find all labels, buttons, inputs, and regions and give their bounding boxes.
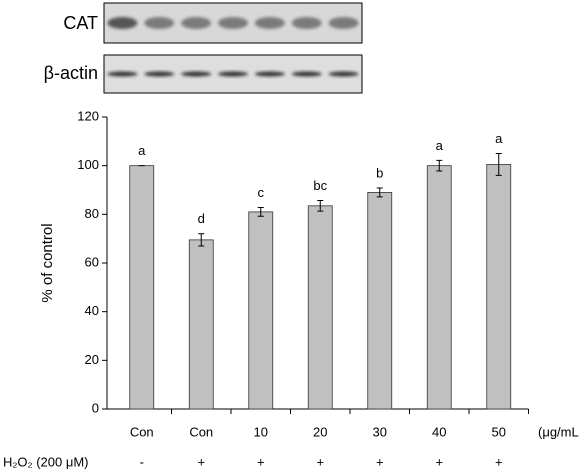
figure: CAT β-actin % of control H₂O₂ (200 μM) (… [0, 0, 579, 476]
blot-band [255, 17, 285, 29]
bar [189, 240, 213, 409]
bar [249, 212, 273, 409]
y-tick-label: 0 [92, 400, 99, 415]
blot-label: β-actin [44, 63, 98, 83]
treatment-sign: + [495, 454, 503, 469]
bar [308, 206, 332, 409]
blot-band [292, 17, 322, 29]
x-tick-label: Con [130, 424, 154, 439]
significance-letter: a [138, 143, 146, 158]
blot-band [255, 72, 285, 77]
blot-band [144, 72, 174, 77]
x-tick-label: 30 [373, 424, 387, 439]
bar [487, 164, 511, 409]
y-axis-label: % of control [39, 223, 56, 302]
blot-band [107, 17, 137, 29]
significance-letter: bc [313, 178, 327, 193]
y-tick-label: 120 [77, 108, 99, 123]
treatment-sign: - [140, 454, 144, 469]
treatment-sign: + [435, 454, 443, 469]
x-tick-label: 10 [254, 424, 268, 439]
blot-label: CAT [63, 13, 98, 33]
y-tick-label: 100 [77, 157, 99, 172]
treatment-label: H₂O₂ (200 μM) [3, 454, 88, 469]
y-tick-label: 60 [85, 254, 99, 269]
blot-band [329, 72, 359, 77]
treatment-sign: + [197, 454, 205, 469]
bar [427, 166, 451, 409]
treatment-sign: + [257, 454, 265, 469]
blot-band [329, 17, 359, 29]
x-tick-label: 20 [313, 424, 327, 439]
x-tick-label: 40 [432, 424, 446, 439]
bar [368, 192, 392, 409]
y-tick-label: 40 [85, 303, 99, 318]
significance-letter: d [198, 211, 205, 226]
treatment-sign: + [316, 454, 324, 469]
blot-band [107, 72, 137, 77]
blot-band [218, 17, 248, 29]
x-tick-label: 50 [492, 424, 506, 439]
treatment-sign: + [376, 454, 384, 469]
blot-band [292, 72, 322, 77]
bar [130, 166, 154, 409]
blot-band [181, 72, 211, 77]
significance-letter: b [376, 165, 383, 180]
significance-letter: a [495, 131, 503, 146]
y-tick-label: 20 [85, 352, 99, 367]
blot-band [144, 17, 174, 29]
blot-band [218, 72, 248, 77]
x-tick-label: Con [189, 424, 213, 439]
y-tick-label: 80 [85, 206, 99, 221]
significance-letter: c [258, 185, 265, 200]
blot-band [181, 17, 211, 29]
significance-letter: a [436, 138, 444, 153]
category-unit: (μg/mL) [538, 424, 579, 439]
